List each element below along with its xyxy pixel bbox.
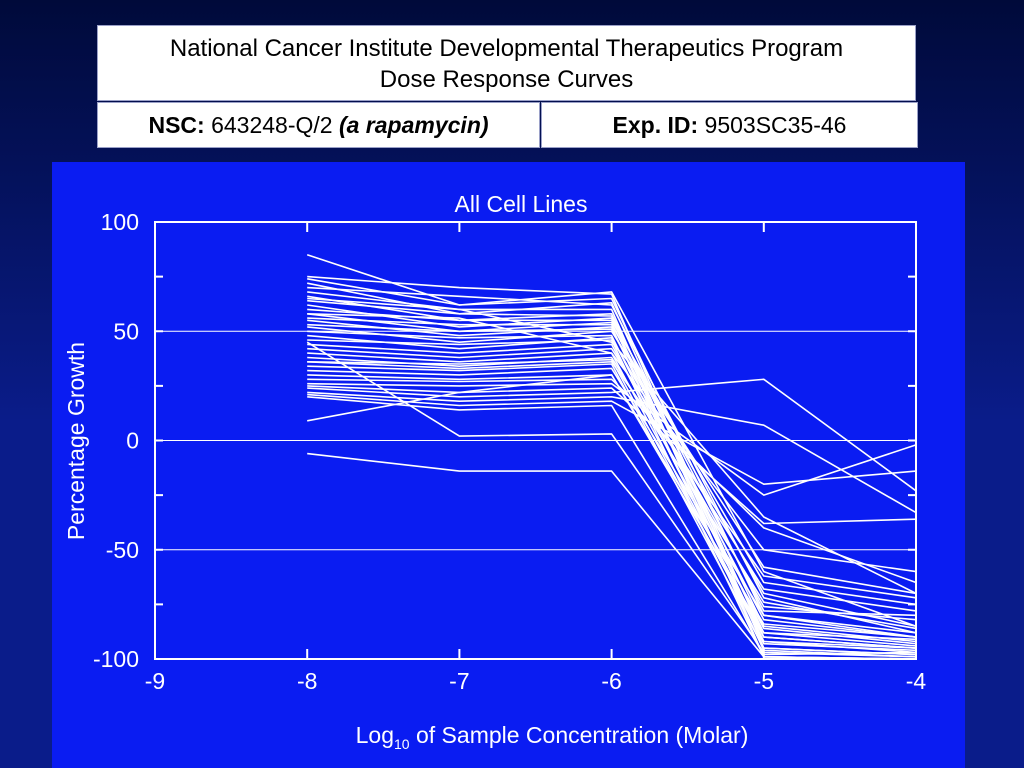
series-line xyxy=(307,374,917,638)
header-title-box: National Cancer Institute Developmental … xyxy=(97,25,916,101)
series-line xyxy=(307,396,917,656)
x-axis-label-subscript: 10 xyxy=(394,736,410,752)
series-line xyxy=(307,317,917,627)
y-tick-label: -50 xyxy=(106,537,139,563)
x-tick-label: -7 xyxy=(449,668,469,694)
series-line xyxy=(307,286,917,634)
series-line xyxy=(307,299,917,617)
header-title-line2: Dose Response Curves xyxy=(379,66,634,93)
y-tick-label: 0 xyxy=(126,428,139,454)
exp-id-label: Exp. ID: xyxy=(612,112,699,138)
series-line xyxy=(307,297,917,595)
axis-ticks xyxy=(154,221,917,660)
nsc-label: NSC: xyxy=(148,112,205,138)
series-line xyxy=(307,363,917,656)
series-line xyxy=(307,385,917,525)
series-line xyxy=(307,391,917,514)
y-axis-label: Percentage Growth xyxy=(63,342,89,540)
series-line xyxy=(307,313,917,573)
grid-lines xyxy=(155,330,916,551)
x-axis-label: Log10 of Sample Concentration (Molar) xyxy=(356,722,749,752)
y-tick-labels: 100 50 0 -50 -100 xyxy=(93,209,139,672)
series-line xyxy=(307,374,917,641)
series-line xyxy=(307,326,917,595)
y-tick-label: -100 xyxy=(93,646,139,672)
nsc-value: 643248-Q/2 xyxy=(211,112,333,138)
exp-id-value: 9503SC35-46 xyxy=(704,112,847,138)
y-tick-label: 100 xyxy=(101,209,139,235)
series-line xyxy=(307,319,917,658)
series-lines xyxy=(306,254,917,660)
y-tick-label: 50 xyxy=(113,318,139,344)
info-row: NSC: 643248-Q/2 (a rapamycin) Exp. ID: 9… xyxy=(97,102,918,148)
series-line xyxy=(307,378,917,584)
x-tick-label: -5 xyxy=(754,668,774,694)
series-line xyxy=(307,323,917,638)
series-line xyxy=(307,330,917,652)
x-axis-label-main: Log xyxy=(356,722,394,748)
x-tick-label: -8 xyxy=(297,668,317,694)
header-title-line1: National Cancer Institute Developmental … xyxy=(169,35,844,62)
series-line xyxy=(307,295,917,643)
series-line xyxy=(307,367,917,634)
x-tick-label: -6 xyxy=(601,668,621,694)
x-tick-label: -4 xyxy=(906,668,927,694)
series-line xyxy=(307,343,917,645)
x-tick-label: -9 xyxy=(145,668,165,694)
nsc-note: (a rapamycin) xyxy=(338,112,489,138)
x-tick-labels: -9 -8 -7 -6 -5 -4 xyxy=(145,668,927,694)
series-line xyxy=(307,347,917,612)
series-line xyxy=(306,341,917,658)
plot-area: All Cell Lines -9 -8 -7 -6 -5 -4 100 50 0 -50 -10… xyxy=(52,162,965,768)
dose-response-chart: All Cell Lines -9 -8 -7 -6 -5 -4 100 50 0 -50 -10… xyxy=(63,191,927,752)
nsc-cell: NSC: 643248-Q/2 (a rapamycin) xyxy=(97,102,540,148)
series-line xyxy=(307,361,917,599)
series-line xyxy=(307,452,917,660)
chart-title: All Cell Lines xyxy=(455,191,588,217)
series-line xyxy=(307,358,917,649)
series-line xyxy=(307,378,917,492)
x-axis-label-rest: of Sample Concentration (Molar) xyxy=(410,722,749,748)
series-line xyxy=(307,313,917,647)
series-line xyxy=(307,382,917,496)
series-line xyxy=(307,278,917,638)
exp-id-cell: Exp. ID: 9503SC35-46 xyxy=(541,102,918,148)
